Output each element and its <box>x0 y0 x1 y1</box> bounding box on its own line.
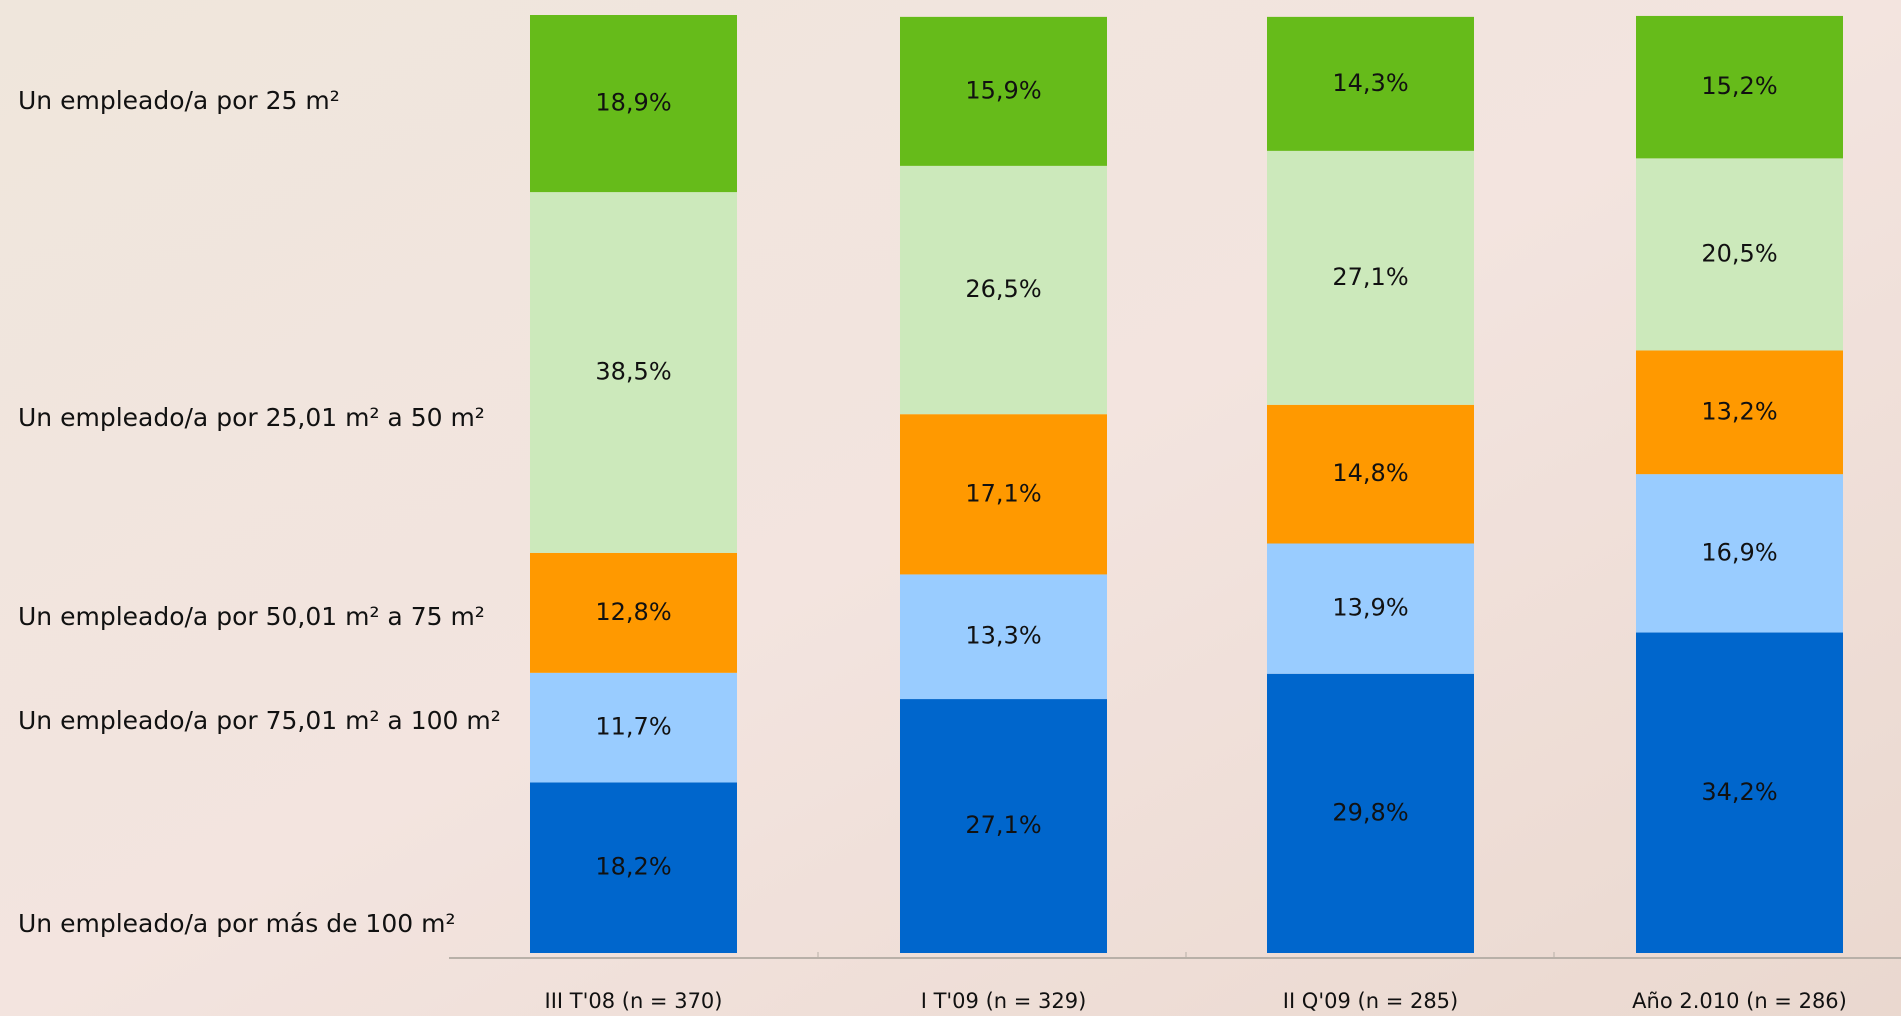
x-tick-label: III T'08 (n = 370) <box>545 989 723 1013</box>
value-label: 16,9% <box>1701 538 1777 566</box>
legend-label: Un empleado/a por 75,01 m² a 100 m² <box>18 706 501 735</box>
legend-label: Un empleado/a por 50,01 m² a 75 m² <box>18 602 485 631</box>
legend-label: Un empleado/a por 25,01 m² a 50 m² <box>18 403 485 432</box>
value-label: 15,2% <box>1701 72 1777 100</box>
value-label: 20,5% <box>1701 239 1777 267</box>
chart: 18,2% 11,7% 12,8% 38,5% 18,9% III T'08 (n = 3… <box>0 0 1901 1016</box>
value-label: 12,8% <box>595 598 671 626</box>
x-tick-label: I T'09 (n = 329) <box>921 989 1087 1013</box>
value-label: 13,3% <box>965 622 1041 650</box>
legend-label: Un empleado/a por más de 100 m² <box>18 909 455 938</box>
value-label: 18,9% <box>595 89 671 117</box>
page: {"chart_data": {"type": "stacked-bar", "… <box>0 0 1901 1016</box>
x-tick-label: II Q'09 (n = 285) <box>1283 989 1459 1013</box>
value-label: 13,9% <box>1332 594 1408 622</box>
value-label: 27,1% <box>965 811 1041 839</box>
value-label: 11,7% <box>595 713 671 741</box>
legend-label: Un empleado/a por 25 m² <box>18 86 340 115</box>
value-label: 29,8% <box>1332 798 1408 826</box>
value-label: 26,5% <box>965 275 1041 303</box>
value-label: 14,3% <box>1332 69 1408 97</box>
value-label: 13,2% <box>1701 397 1777 425</box>
x-tick-label: Año 2.010 (n = 286) <box>1632 989 1847 1013</box>
value-label: 14,8% <box>1332 459 1408 487</box>
value-label: 18,2% <box>595 853 671 881</box>
value-label: 34,2% <box>1701 778 1777 806</box>
value-label: 27,1% <box>1332 263 1408 291</box>
value-label: 38,5% <box>595 357 671 385</box>
value-label: 15,9% <box>965 76 1041 104</box>
value-label: 17,1% <box>965 479 1041 507</box>
